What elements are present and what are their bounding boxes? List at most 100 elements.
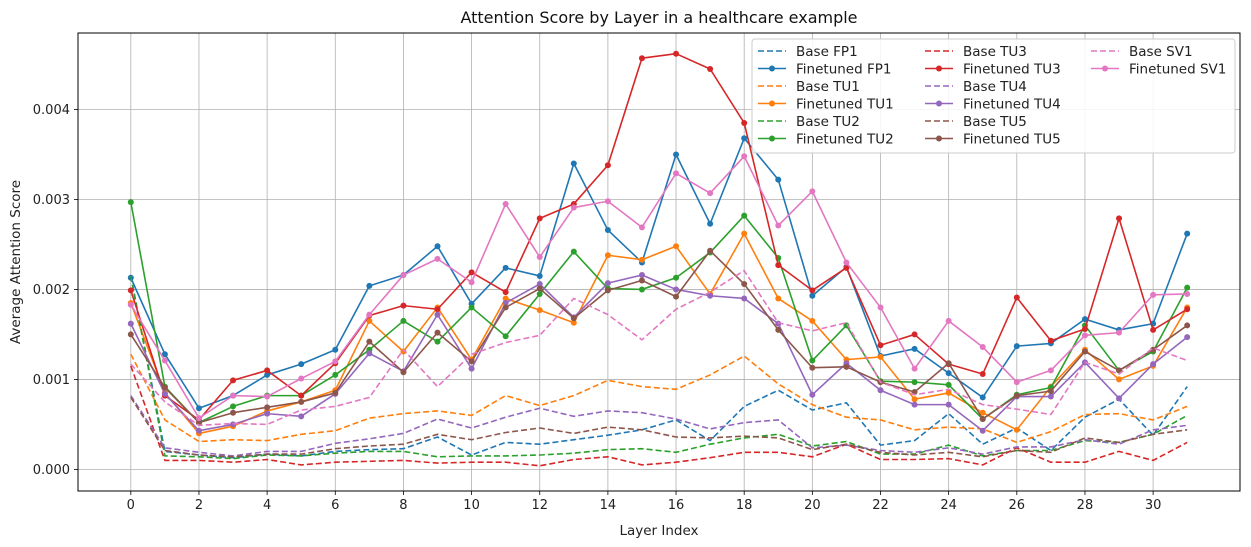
y-axis-label: Average Attention Score <box>8 180 24 344</box>
series-line <box>131 275 1187 431</box>
data-point <box>435 306 441 312</box>
x-tick-label: 18 <box>736 498 753 513</box>
data-point <box>196 415 202 421</box>
data-point <box>366 283 372 289</box>
data-point <box>809 392 815 398</box>
data-point <box>673 170 679 176</box>
data-point <box>162 385 168 391</box>
data-point <box>230 393 236 399</box>
x-tick-label: 2 <box>195 498 203 513</box>
data-point <box>877 387 883 393</box>
series-finetuned-tu4 <box>128 272 1190 434</box>
legend-label: Base FP1 <box>796 44 858 60</box>
data-point <box>1082 349 1088 355</box>
data-point <box>605 252 611 258</box>
data-point <box>264 411 270 417</box>
data-point <box>946 382 952 388</box>
data-point <box>775 327 781 333</box>
legend-label: Finetuned TU1 <box>796 97 894 113</box>
data-point <box>1014 393 1020 399</box>
legend-marker <box>1102 66 1108 72</box>
x-tick-label: 14 <box>600 498 617 513</box>
data-point <box>537 307 543 313</box>
series-finetuned-sv1 <box>128 153 1190 421</box>
data-point <box>571 315 577 321</box>
data-point <box>400 272 406 278</box>
data-point <box>128 199 134 205</box>
data-point <box>605 198 611 204</box>
data-point <box>912 396 918 402</box>
data-point <box>639 272 645 278</box>
data-point <box>877 354 883 360</box>
data-point <box>1150 292 1156 298</box>
legend-marker <box>936 136 942 142</box>
data-point <box>537 273 543 279</box>
legend-label: Base TU2 <box>796 114 860 130</box>
data-point <box>1184 285 1190 291</box>
data-point <box>912 331 918 337</box>
data-point <box>537 286 543 292</box>
legend-label: Base TU4 <box>963 79 1027 95</box>
data-point <box>435 312 441 318</box>
data-point <box>298 413 304 419</box>
x-tick-label: 4 <box>263 498 271 513</box>
data-point <box>809 287 815 293</box>
data-point <box>843 259 849 265</box>
data-point <box>400 318 406 324</box>
data-point <box>877 304 883 310</box>
x-tick-label: 8 <box>399 498 407 513</box>
data-point <box>809 188 815 194</box>
x-tick-label: 30 <box>1145 498 1162 513</box>
data-point <box>639 224 645 230</box>
data-point <box>1116 215 1122 221</box>
data-point <box>162 391 168 397</box>
x-tick-label: 28 <box>1077 498 1094 513</box>
chart-title: Attention Score by Layer in a healthcare… <box>460 8 857 27</box>
data-point <box>605 287 611 293</box>
data-point <box>366 350 372 356</box>
data-point <box>1184 334 1190 340</box>
data-point <box>1184 231 1190 237</box>
data-point <box>605 227 611 233</box>
x-tick-label: 16 <box>668 498 685 513</box>
data-point <box>162 358 168 364</box>
series-finetuned-tu5 <box>128 248 1190 426</box>
data-point <box>843 364 849 370</box>
data-point <box>707 221 713 227</box>
data-point <box>877 342 883 348</box>
data-point <box>1184 322 1190 328</box>
y-tick-label: 0.004 <box>33 103 70 118</box>
series-base-fp1 <box>131 276 1187 458</box>
data-point <box>128 302 134 308</box>
data-point <box>128 321 134 327</box>
data-point <box>946 360 952 366</box>
data-point <box>912 346 918 352</box>
series-line <box>131 271 1187 426</box>
data-point <box>673 294 679 300</box>
legend-marker <box>769 66 775 72</box>
series-line <box>131 138 1187 408</box>
data-point <box>196 428 202 434</box>
data-point <box>332 390 338 396</box>
data-point <box>809 358 815 364</box>
data-point <box>775 295 781 301</box>
data-point <box>469 269 475 275</box>
x-tick-label: 24 <box>940 498 957 513</box>
legend-marker <box>769 101 775 107</box>
data-point <box>809 318 815 324</box>
data-point <box>1048 388 1054 394</box>
legend-label: Base SV1 <box>1129 44 1193 60</box>
legend-label: Finetuned TU2 <box>796 132 894 148</box>
data-point <box>230 403 236 409</box>
data-point <box>741 120 747 126</box>
data-point <box>980 394 986 400</box>
data-point <box>196 405 202 411</box>
data-point <box>298 393 304 399</box>
data-point <box>741 295 747 301</box>
data-point <box>980 344 986 350</box>
data-point <box>298 399 304 405</box>
y-tick-label: 0.000 <box>33 463 70 478</box>
data-point <box>469 366 475 372</box>
series-line <box>131 156 1187 418</box>
data-point <box>605 280 611 286</box>
